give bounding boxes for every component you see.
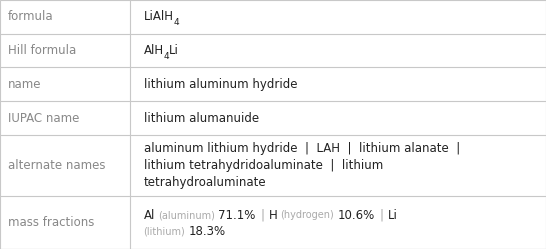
Text: formula: formula <box>8 10 54 23</box>
Text: 4: 4 <box>174 18 179 27</box>
Text: lithium alumanuide: lithium alumanuide <box>144 112 259 124</box>
Text: 10.6%: 10.6% <box>337 209 375 222</box>
Text: Li: Li <box>169 44 179 57</box>
Text: |: | <box>260 209 264 222</box>
Text: 71.1%: 71.1% <box>218 209 256 222</box>
Text: Al: Al <box>144 209 155 222</box>
Text: alternate names: alternate names <box>8 159 106 172</box>
Text: AlH: AlH <box>144 44 164 57</box>
Text: (lithium): (lithium) <box>144 226 185 236</box>
Text: aluminum lithium hydride  |  LAH  |  lithium alanate  |
lithium tetrahydridoalum: aluminum lithium hydride | LAH | lithium… <box>144 142 460 189</box>
Text: lithium aluminum hydride: lithium aluminum hydride <box>144 78 297 91</box>
Text: LiAlH: LiAlH <box>144 10 174 23</box>
Text: 4: 4 <box>164 52 169 61</box>
Text: mass fractions: mass fractions <box>8 216 94 229</box>
Text: Hill formula: Hill formula <box>8 44 76 57</box>
Text: (aluminum): (aluminum) <box>158 210 215 220</box>
Text: |: | <box>379 209 383 222</box>
Text: Li: Li <box>388 209 397 222</box>
Text: 18.3%: 18.3% <box>188 225 225 238</box>
Text: name: name <box>8 78 41 91</box>
Text: (hydrogen): (hydrogen) <box>281 210 334 220</box>
Text: IUPAC name: IUPAC name <box>8 112 80 124</box>
Text: H: H <box>269 209 277 222</box>
